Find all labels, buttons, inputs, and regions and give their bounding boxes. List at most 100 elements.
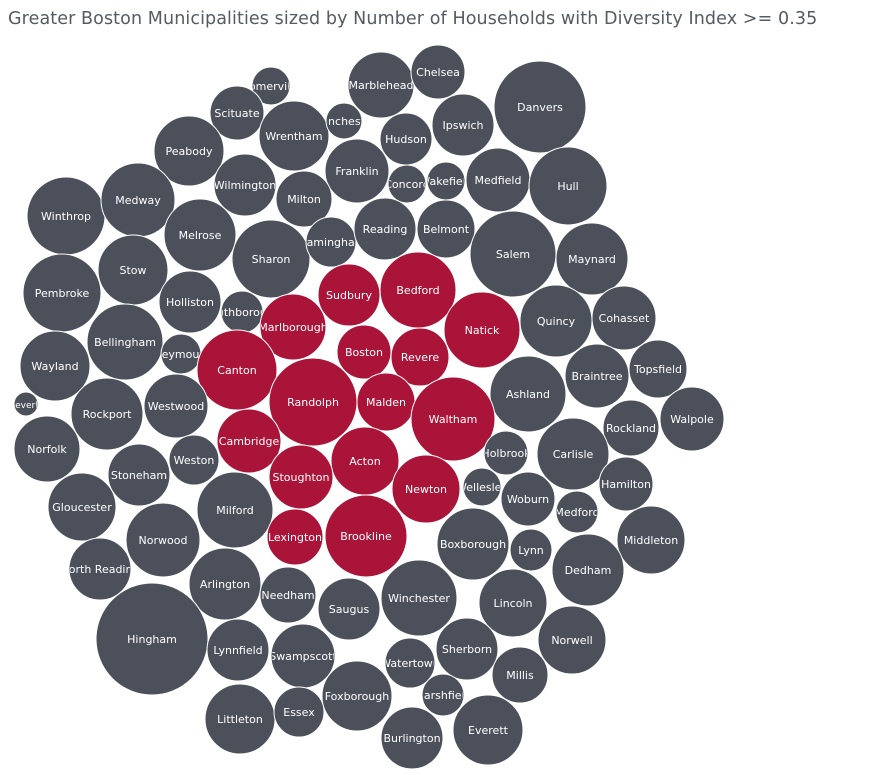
bubble-stow[interactable]: Stow	[97, 234, 169, 306]
bubble-circle-medfield[interactable]	[465, 147, 531, 213]
bubble-circle-revere[interactable]	[390, 327, 450, 387]
bubble-concord[interactable]: Concord	[384, 164, 429, 204]
bubble-medfield[interactable]: Medfield	[465, 147, 531, 213]
bubble-circle-medway[interactable]	[100, 162, 176, 238]
bubble-circle-ipswich[interactable]	[431, 93, 495, 157]
bubble-ipswich[interactable]: Ipswich	[431, 93, 495, 157]
bubble-circle-wrentham[interactable]	[258, 100, 330, 172]
bubble-quincy[interactable]: Quincy	[519, 284, 593, 358]
bubble-circle-bellingham[interactable]	[86, 303, 164, 381]
bubble-circle-hamilton[interactable]	[598, 456, 654, 512]
bubble-burlington[interactable]: Burlington	[380, 706, 444, 770]
bubble-boxborough[interactable]: Boxborough	[436, 507, 510, 581]
bubble-circle-winchester[interactable]	[380, 559, 458, 637]
bubble-boston[interactable]: Boston	[336, 324, 392, 380]
bubble-circle-sudbury[interactable]	[317, 263, 381, 327]
bubble-millis[interactable]: Millis	[491, 646, 549, 704]
bubble-circle-littleton[interactable]	[204, 683, 276, 755]
bubble-wilmington[interactable]: Wilmington	[213, 153, 277, 217]
bubble-circle-watertown[interactable]	[384, 637, 436, 689]
bubble-circle-norwell[interactable]	[537, 605, 607, 675]
bubble-danvers[interactable]: Danvers	[493, 60, 587, 154]
bubble-reading[interactable]: Reading	[353, 197, 417, 261]
bubble-hudson[interactable]: Hudson	[379, 112, 433, 166]
bubble-stoneham[interactable]: Stoneham	[107, 443, 171, 507]
bubble-weston[interactable]: Weston	[168, 434, 220, 486]
bubble-circle-scituate[interactable]	[209, 85, 265, 141]
bubble-circle-quincy[interactable]	[519, 284, 593, 358]
bubble-circle-chelsea[interactable]	[410, 44, 466, 100]
bubble-circle-wayland[interactable]	[19, 330, 91, 402]
bubble-circle-malden[interactable]	[356, 372, 416, 432]
bubble-circle-sharon[interactable]	[231, 219, 311, 299]
bubble-dedham[interactable]: Dedham	[551, 533, 625, 607]
bubble-wrentham[interactable]: Wrentham	[258, 100, 330, 172]
bubble-circle-lynn[interactable]	[509, 528, 553, 572]
bubble-lexington[interactable]: Lexington	[266, 508, 324, 566]
bubble-circle-acton[interactable]	[330, 426, 400, 496]
bubble-chelsea[interactable]: Chelsea	[410, 44, 466, 100]
bubble-foxborough[interactable]: Foxborough	[321, 660, 393, 732]
bubble-circle-rockland[interactable]	[602, 399, 660, 457]
bubble-natick[interactable]: Natick	[443, 291, 521, 369]
bubble-melrose[interactable]: Melrose	[163, 198, 237, 272]
bubble-circle-wakefield[interactable]	[426, 161, 466, 201]
bubble-circle-newton[interactable]	[391, 454, 461, 524]
bubble-hamilton[interactable]: Hamilton	[598, 456, 654, 512]
bubble-circle-boston[interactable]	[336, 324, 392, 380]
bubble-circle-framingham[interactable]	[305, 216, 357, 268]
bubble-circle-burlington[interactable]	[380, 706, 444, 770]
bubble-acton[interactable]: Acton	[330, 426, 400, 496]
bubble-circle-marlborough[interactable]	[259, 293, 327, 361]
bubble-rockport[interactable]: Rockport	[70, 377, 144, 451]
bubble-holliston[interactable]: Holliston	[158, 270, 222, 334]
bubble-circle-stoneham[interactable]	[107, 443, 171, 507]
bubble-circle-lincoln[interactable]	[478, 568, 548, 638]
bubble-circle-westwood[interactable]	[143, 373, 209, 439]
bubble-circle-franklin[interactable]	[324, 138, 390, 204]
bubble-circle-holliston[interactable]	[158, 270, 222, 334]
bubble-circle-middleton[interactable]	[616, 505, 686, 575]
bubble-carlisle[interactable]: Carlisle	[536, 417, 610, 491]
bubble-ashland[interactable]: Ashland	[489, 355, 567, 433]
bubble-circle-hull[interactable]	[528, 146, 608, 226]
bubble-circle-north-reading[interactable]	[68, 537, 132, 601]
bubble-circle-sherborn[interactable]	[435, 617, 499, 681]
bubble-circle-somerville[interactable]	[251, 66, 291, 106]
bubble-circle-danvers[interactable]	[493, 60, 587, 154]
bubble-circle-pembroke[interactable]	[22, 253, 102, 333]
bubble-everett[interactable]: Everett	[452, 694, 524, 766]
bubble-salem[interactable]: Salem	[469, 210, 557, 298]
bubble-circle-medford[interactable]	[555, 490, 599, 534]
bubble-circle-stoughton[interactable]	[268, 444, 334, 510]
bubble-circle-cambridge[interactable]	[216, 408, 282, 474]
bubble-gloucester[interactable]: Gloucester	[47, 472, 117, 542]
bubble-wakefield[interactable]: Wakefield	[419, 161, 472, 201]
bubble-lynn[interactable]: Lynn	[509, 528, 553, 572]
bubble-circle-essex[interactable]	[273, 686, 325, 738]
bubble-circle-marshfield[interactable]	[421, 673, 465, 717]
bubble-milford[interactable]: Milford	[196, 471, 274, 549]
bubble-circle-boxborough[interactable]	[436, 507, 510, 581]
bubble-bellingham[interactable]: Bellingham	[86, 303, 164, 381]
bubble-essex[interactable]: Essex	[273, 686, 325, 738]
bubble-circle-lynnfield[interactable]	[206, 618, 270, 682]
bubble-circle-beverly[interactable]	[13, 391, 39, 417]
bubble-sudbury[interactable]: Sudbury	[317, 263, 381, 327]
bubble-circle-manchester[interactable]	[325, 102, 363, 140]
bubble-circle-walpole[interactable]	[659, 386, 725, 452]
bubble-topsfield[interactable]: Topsfield	[628, 339, 688, 399]
bubble-norfolk[interactable]: Norfolk	[13, 415, 81, 483]
bubble-westwood[interactable]: Westwood	[143, 373, 209, 439]
bubble-saugus[interactable]: Saugus	[317, 577, 381, 641]
bubble-circle-everett[interactable]	[452, 694, 524, 766]
bubble-sherborn[interactable]: Sherborn	[435, 617, 499, 681]
bubble-circle-belmont[interactable]	[416, 199, 476, 259]
bubble-norwood[interactable]: Norwood	[125, 502, 201, 578]
bubble-circle-weymouth[interactable]	[160, 333, 202, 375]
bubble-circle-reading[interactable]	[353, 197, 417, 261]
bubble-circle-waltham[interactable]	[410, 376, 496, 462]
bubble-lynnfield[interactable]: Lynnfield	[206, 618, 270, 682]
bubble-winthrop[interactable]: Winthrop	[26, 176, 106, 256]
bubble-needham[interactable]: Needham	[259, 566, 317, 624]
